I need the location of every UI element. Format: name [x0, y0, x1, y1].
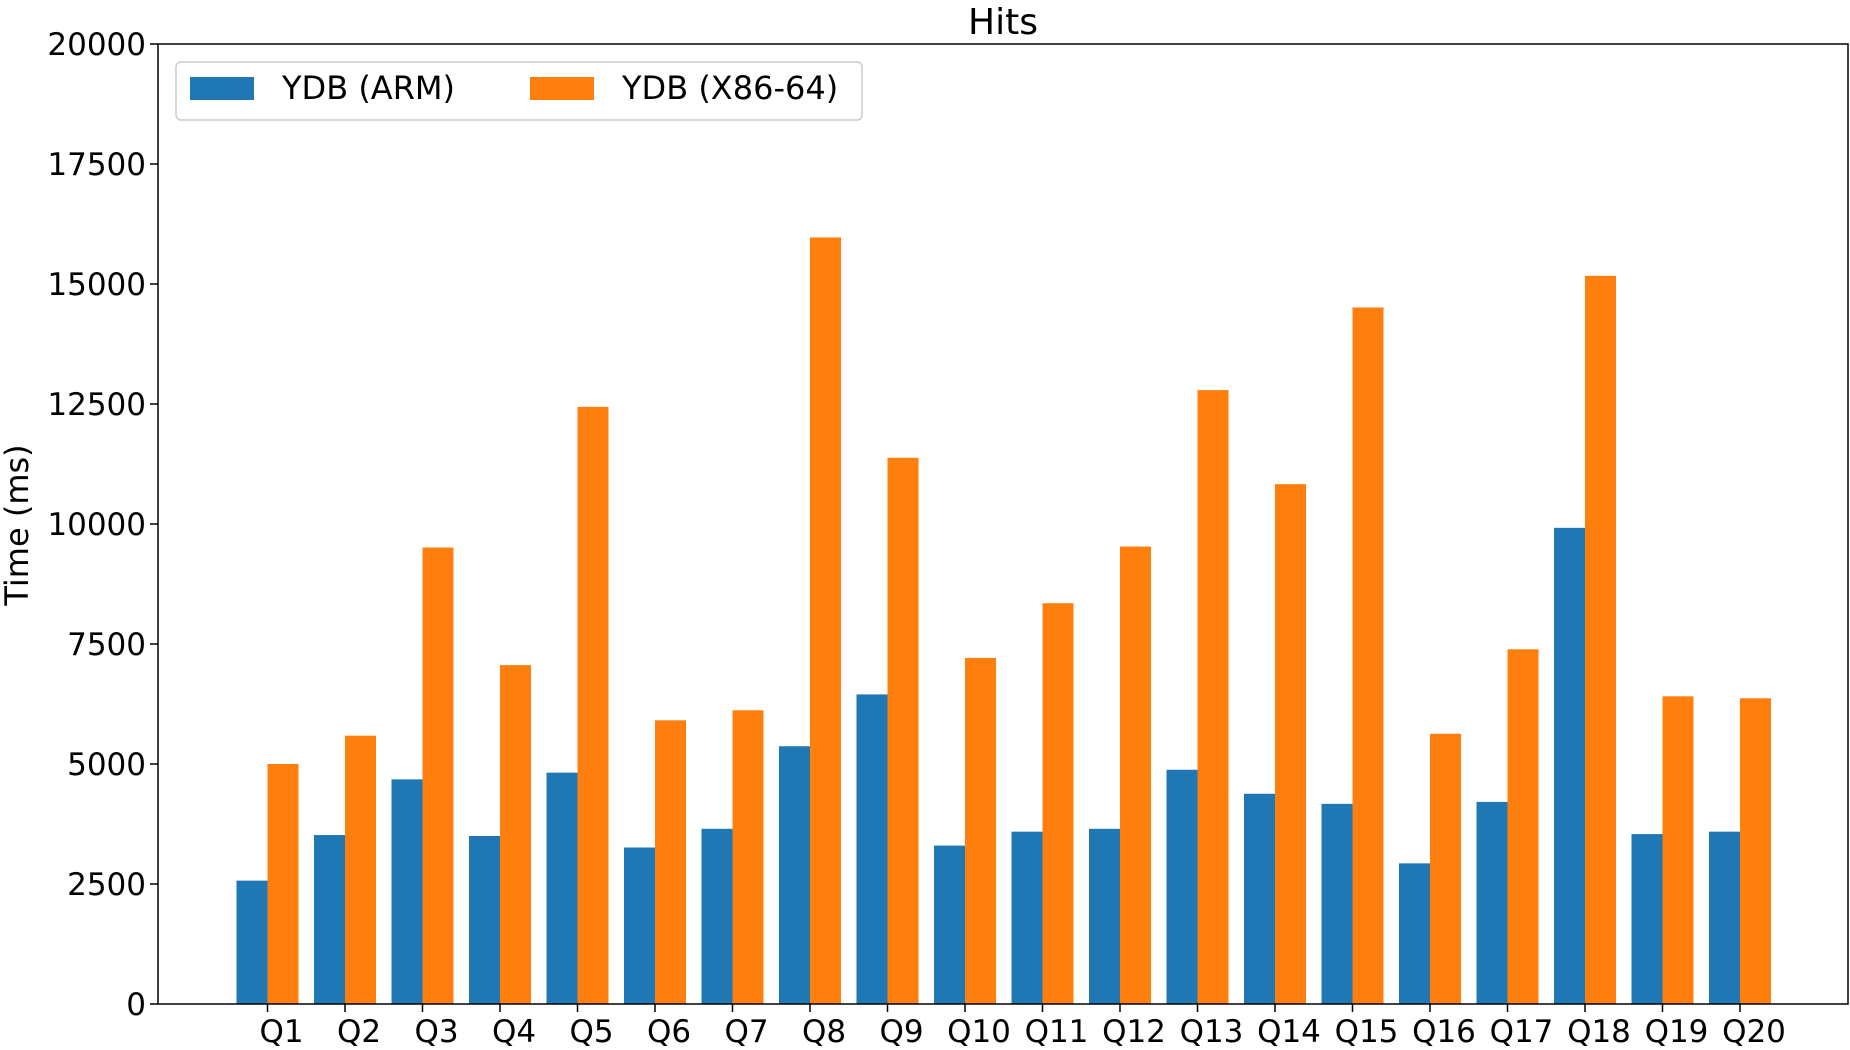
- bar-q4-arm: [469, 836, 500, 1004]
- x-axis-ticks: Q1 Q2 Q3 Q4 Q5 Q6 Q7 Q8 Q9 Q10 Q11 Q12 Q13 Q14 Q15 Q16 Q…: [259, 1004, 1786, 1050]
- y-tick-label: 7500: [67, 627, 146, 663]
- y-tick-label: 15000: [47, 267, 146, 303]
- bar-q3-x86-64: [422, 547, 454, 1004]
- x-tick-label: Q7: [724, 1014, 768, 1050]
- x-tick-label: Q18: [1567, 1014, 1631, 1050]
- bar-q1-arm: [236, 880, 268, 1004]
- bar-q16-x86-64: [1430, 733, 1461, 1004]
- x-tick-label: Q16: [1412, 1014, 1476, 1050]
- bar-q19-x86-64: [1662, 696, 1694, 1004]
- bar-q19-arm: [1631, 834, 1663, 1004]
- y-axis-ticks: 0 2500 5000 7500 10000 12500 15000 17500 20000: [47, 27, 158, 1023]
- bar-q6-arm: [624, 847, 655, 1004]
- bar-q18-arm: [1554, 527, 1585, 1004]
- bar-q13-x86-64: [1197, 390, 1229, 1005]
- legend-box: [175, 61, 863, 121]
- y-tick-label: 2500: [67, 867, 146, 903]
- bar-q10-x86-64: [965, 657, 996, 1004]
- x-tick-label: Q14: [1257, 1014, 1321, 1050]
- x-tick-label: Q2: [337, 1014, 381, 1050]
- x-tick-label: Q20: [1722, 1014, 1786, 1050]
- legend: YDB (ARM) YDB (X86-64): [175, 61, 863, 121]
- y-tick-label: 17500: [47, 147, 146, 183]
- x-tick-label: Q17: [1490, 1014, 1554, 1050]
- bar-q11-x86-64: [1042, 603, 1074, 1004]
- x-tick-label: Q11: [1025, 1014, 1089, 1050]
- bar-q5-x86-64: [577, 406, 609, 1004]
- chart-title: Hits: [968, 2, 1038, 43]
- x-tick-label: Q3: [414, 1014, 458, 1050]
- bar-q14-arm: [1244, 793, 1275, 1004]
- legend-swatch-arm: [190, 77, 254, 100]
- x-tick-label: Q4: [492, 1014, 536, 1050]
- legend-label-arm: YDB (ARM): [281, 69, 455, 107]
- x-tick-label: Q9: [879, 1014, 923, 1050]
- bar-q17-x86-64: [1507, 649, 1539, 1004]
- bar-q7-arm: [701, 828, 733, 1004]
- bar-q12-arm: [1089, 828, 1120, 1004]
- bars-group: [236, 237, 1771, 1005]
- bar-q18-x86-64: [1585, 275, 1616, 1005]
- x-tick-label: Q15: [1335, 1014, 1399, 1050]
- bar-q16-arm: [1399, 863, 1430, 1004]
- bar-q20-arm: [1709, 831, 1740, 1004]
- x-tick-label: Q6: [647, 1014, 691, 1050]
- plot-area-frame: [157, 43, 1849, 1005]
- x-tick-label: Q12: [1102, 1014, 1166, 1050]
- y-tick-label: 12500: [47, 387, 146, 423]
- bar-q15-arm: [1321, 803, 1353, 1004]
- x-tick-label: Q19: [1645, 1014, 1709, 1050]
- bar-q4-x86-64: [500, 665, 531, 1004]
- y-tick-label: 20000: [47, 27, 146, 63]
- bar-q17-arm: [1476, 801, 1508, 1004]
- bar-q2-x86-64: [345, 735, 376, 1004]
- y-tick-label: 5000: [67, 747, 146, 783]
- bar-q5-arm: [546, 772, 578, 1004]
- y-tick-label: 10000: [47, 507, 146, 543]
- y-tick-label: 0: [126, 987, 146, 1023]
- x-tick-label: Q1: [259, 1014, 303, 1050]
- bar-q6-x86-64: [655, 720, 686, 1004]
- bar-q2-arm: [314, 835, 345, 1004]
- bar-q9-x86-64: [887, 457, 919, 1004]
- bar-q11-arm: [1011, 831, 1043, 1004]
- bar-q12-x86-64: [1120, 546, 1151, 1004]
- bar-q20-x86-64: [1740, 698, 1771, 1004]
- bar-q14-x86-64: [1275, 484, 1306, 1004]
- x-tick-label: Q10: [947, 1014, 1011, 1050]
- y-axis-label: Time (ms): [0, 444, 36, 606]
- bar-q1-x86-64: [267, 764, 299, 1004]
- legend-swatch-x86-64: [530, 77, 594, 100]
- bar-q13-arm: [1166, 769, 1198, 1004]
- x-tick-label: Q8: [802, 1014, 846, 1050]
- x-tick-label: Q5: [569, 1014, 613, 1050]
- bar-q3-arm: [391, 779, 423, 1004]
- bar-q15-x86-64: [1352, 307, 1384, 1004]
- legend-label-x86-64: YDB (X86-64): [621, 69, 838, 107]
- x-tick-label: Q13: [1180, 1014, 1244, 1050]
- bar-q9-arm: [856, 694, 888, 1004]
- bar-q8-arm: [779, 746, 810, 1004]
- bar-q8-x86-64: [810, 237, 841, 1004]
- bar-q10-arm: [934, 845, 965, 1004]
- bar-q7-x86-64: [732, 710, 764, 1004]
